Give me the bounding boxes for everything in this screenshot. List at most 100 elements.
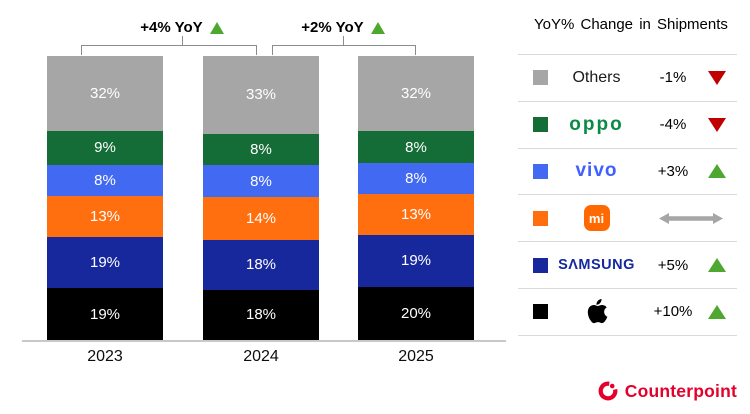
yoy-annotation-2025: +2% YoY [278, 19, 408, 36]
flat-trend-arrow-icon [659, 212, 723, 224]
x-axis-label-2024: 2024 [243, 348, 279, 365]
bar-segment-samsung: 18% [203, 239, 319, 290]
change-value: -4% [659, 116, 687, 134]
x-axis-line [22, 340, 506, 342]
up-trend-icon [699, 258, 735, 273]
stacked-bar-2023: 32% 9% 8% 13% 19% 19% [47, 56, 163, 340]
bar-segment-oppo: 9% [47, 131, 163, 165]
bar-segment-xiaomi: 13% [47, 196, 163, 237]
segment-value-label: 8% [405, 138, 427, 156]
legend-row-samsung: SΛMSUNG +5% [518, 242, 737, 289]
down-trend-icon [699, 70, 735, 85]
vivo-logo: vivo [548, 160, 645, 182]
apple-icon [587, 299, 608, 324]
segment-value-label: 8% [405, 170, 427, 188]
down-trend-icon [699, 117, 735, 132]
bar-segment-samsung: 19% [47, 236, 163, 289]
bar-segment-apple: 20% [358, 286, 474, 340]
triangle-up-icon [708, 304, 726, 319]
bar-segment-others: 32% [358, 56, 474, 132]
segment-value-label: 32% [89, 85, 121, 103]
legend-rows: Others -1% oppo -4% vivo +3% mi SΛMSUNG +5% +10% [518, 54, 737, 336]
counterpoint-wordmark: Counterpoint [624, 380, 737, 401]
bar-segment-oppo: 8% [203, 133, 319, 166]
trend-up-icon [370, 21, 385, 34]
samsung-logo: SΛMSUNG [548, 257, 645, 273]
change-value: -1% [659, 69, 687, 87]
legend-row-others: Others -1% [518, 55, 737, 102]
legend-change-apple: +10% [645, 303, 737, 320]
bar-segment-apple: 18% [203, 289, 319, 340]
annotation-connector [343, 36, 344, 45]
segment-value-label: 8% [94, 171, 116, 189]
counterpoint-icon [598, 381, 618, 401]
bar-segment-xiaomi: 14% [203, 197, 319, 240]
triangle-up-icon [708, 164, 726, 179]
triangle-down-icon [708, 70, 726, 85]
up-trend-icon [699, 304, 735, 319]
legend-swatch-oppo [533, 117, 548, 133]
segment-value-label: 33% [245, 86, 277, 104]
bar-segment-xiaomi: 13% [358, 194, 474, 236]
bar-segment-others: 32% [47, 56, 163, 132]
others-wordmark: Others [572, 68, 621, 86]
annotation-connector [182, 36, 183, 45]
bar-segment-vivo: 8% [358, 162, 474, 195]
legend-swatch-apple [533, 304, 548, 320]
legend-swatch-others [533, 70, 548, 86]
legend-change-samsung: +5% [645, 257, 737, 274]
segment-value-label: 18% [245, 306, 277, 324]
segment-value-label: 8% [250, 172, 272, 190]
bar-segment-others: 33% [203, 56, 319, 134]
legend-row-vivo: vivo +3% [518, 149, 737, 196]
change-value: +5% [657, 256, 689, 274]
bar-segment-oppo: 8% [358, 131, 474, 163]
change-value: +3% [657, 162, 689, 180]
bar-segment-vivo: 8% [203, 165, 319, 198]
trend-up-icon [209, 21, 224, 34]
counterpoint-logo[interactable]: Counterpoint [597, 380, 737, 402]
segment-value-label: 18% [245, 256, 277, 274]
legend-swatch-samsung [533, 257, 548, 273]
others-logo: Others [548, 69, 645, 87]
stacked-bar-2025: 32% 8% 8% 13% 19% 20% [358, 56, 474, 340]
legend-title: YoY% Change in Shipments [534, 16, 728, 33]
bar-segment-vivo: 8% [47, 164, 163, 197]
apple-logo [548, 299, 645, 324]
segment-value-label: 32% [400, 85, 432, 103]
segment-value-label: 13% [400, 206, 432, 224]
segment-value-label: 19% [89, 305, 121, 323]
triangle-down-icon [708, 117, 726, 132]
segment-value-label: 13% [89, 208, 121, 225]
bar-segment-samsung: 19% [358, 235, 474, 287]
vivo-wordmark: vivo [575, 160, 618, 182]
x-axis-label-2025: 2025 [398, 348, 434, 365]
legend-change-vivo: +3% [645, 163, 737, 180]
segment-value-label: 19% [89, 254, 121, 272]
yoy-annotation-label: +2% YoY [301, 19, 364, 36]
triangle-up-icon [708, 258, 726, 273]
legend-change-oppo: -4% [645, 116, 737, 133]
xiaomi-wordmark: mi [583, 205, 610, 232]
legend-swatch-xiaomi [533, 210, 548, 226]
yoy-annotation-label: +4% YoY [140, 19, 203, 36]
legend-swatch-vivo [533, 163, 548, 179]
x-axis-label-2023: 2023 [87, 348, 123, 365]
bar-segment-apple: 19% [47, 288, 163, 340]
xiaomi-logo: mi [548, 205, 645, 232]
segment-value-label: 20% [400, 304, 432, 322]
legend-row-xiaomi: mi [518, 195, 737, 243]
legend-change-others: -1% [645, 69, 737, 86]
legend-row-apple: +10% [518, 289, 737, 336]
oppo-logo: oppo [548, 114, 645, 136]
legend-change-xiaomi [645, 212, 737, 225]
annotation-bracket-2024-2025 [272, 45, 416, 55]
oppo-wordmark: oppo [569, 113, 624, 135]
segment-value-label: 19% [400, 252, 432, 270]
up-trend-icon [699, 164, 735, 179]
segment-value-label: 8% [250, 141, 272, 159]
samsung-wordmark: SΛMSUNG [558, 257, 635, 274]
stacked-bar-2024: 33% 8% 8% 14% 18% 18% [203, 56, 319, 340]
